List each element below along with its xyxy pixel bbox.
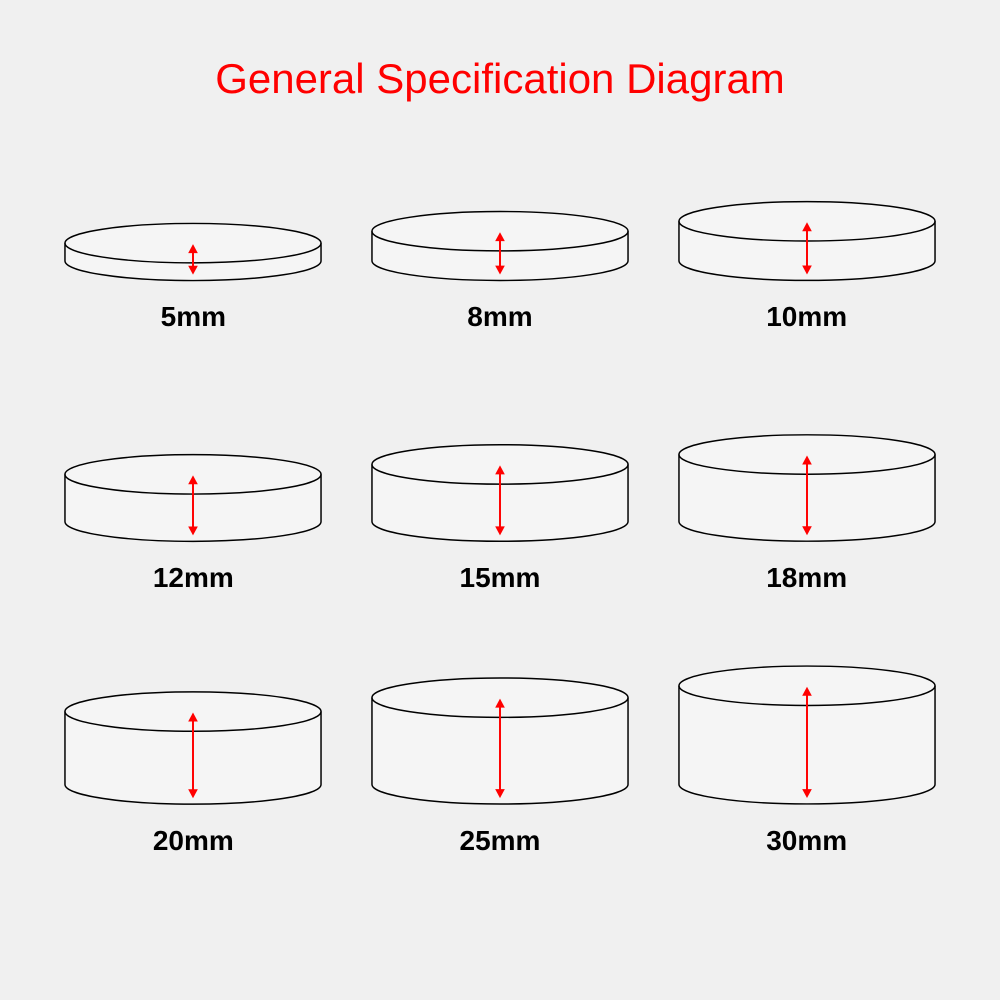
- cylinder-8: [677, 663, 937, 807]
- spec-cell-1: 8mm: [347, 143, 654, 390]
- spec-cell-3: 12mm: [40, 390, 347, 637]
- spec-cell-6: 20mm: [40, 636, 347, 883]
- spec-label-3: 12mm: [153, 562, 234, 594]
- cylinder-5: [677, 432, 937, 544]
- cylinder-0: [63, 199, 323, 283]
- spec-label-5: 18mm: [766, 562, 847, 594]
- spec-cell-2: 10mm: [653, 143, 960, 390]
- spec-label-7: 25mm: [460, 825, 541, 857]
- cylinder-3: [63, 432, 323, 544]
- spec-grid: 5mm 8mm 10mm 12mm 15mm 18mm 20mm 25mm 30…: [40, 143, 960, 883]
- spec-label-2: 10mm: [766, 301, 847, 333]
- spec-label-6: 20mm: [153, 825, 234, 857]
- cylinder-2: [677, 199, 937, 283]
- spec-label-4: 15mm: [460, 562, 541, 594]
- cylinder-6: [63, 663, 323, 807]
- spec-cell-5: 18mm: [653, 390, 960, 637]
- cylinder-7: [370, 663, 630, 807]
- spec-label-8: 30mm: [766, 825, 847, 857]
- spec-cell-0: 5mm: [40, 143, 347, 390]
- spec-label-0: 5mm: [161, 301, 226, 333]
- cylinder-1: [370, 199, 630, 283]
- spec-cell-8: 30mm: [653, 636, 960, 883]
- cylinder-4: [370, 432, 630, 544]
- spec-label-1: 8mm: [467, 301, 532, 333]
- spec-cell-4: 15mm: [347, 390, 654, 637]
- page-title: General Specification Diagram: [0, 0, 1000, 143]
- spec-cell-7: 25mm: [347, 636, 654, 883]
